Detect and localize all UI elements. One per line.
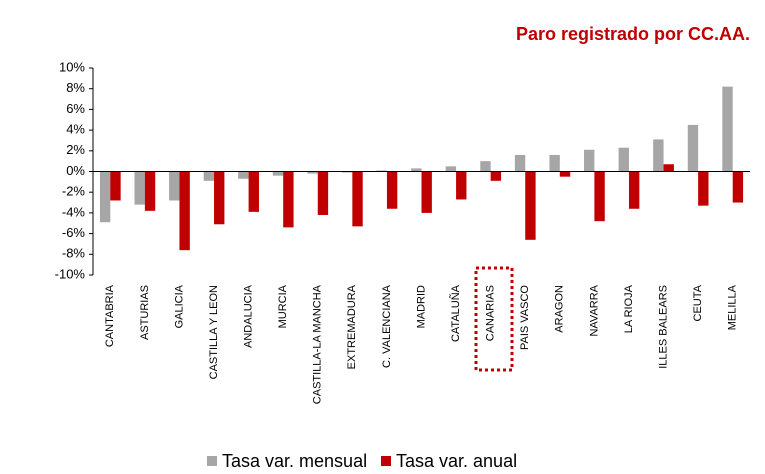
bar [456,171,467,200]
bar [584,149,595,172]
x-tick-label: C. VALENCIANA [381,284,393,368]
bar [214,171,225,225]
bar [272,171,284,176]
bar [421,171,432,213]
bar [352,171,363,227]
bar [341,171,353,173]
bar [687,124,699,172]
bar [248,171,259,212]
bar [386,171,398,209]
bar [203,171,215,181]
x-tick-label: MADRID [415,285,427,328]
bar [134,171,145,205]
bar [663,164,674,172]
chart-title: Paro registrado por CC.AA. [516,24,750,44]
bar [594,171,605,222]
x-tick-label: PAIS VASCO [519,285,531,350]
y-tick-label: -8% [62,246,86,261]
y-tick-label: 10% [59,59,85,74]
bar [653,139,664,172]
bar [698,171,709,206]
x-tick-label: NAVARRA [588,284,600,336]
y-tick-label: -10% [55,266,86,281]
x-tick-label: LA RIOJA [623,284,635,333]
x-tick-label: CASTILLA-LA MANCHA [312,284,324,404]
bar [238,171,249,179]
bar [283,171,294,228]
x-tick-label: MURCIA [277,284,289,328]
bar [110,171,121,201]
bar [307,171,318,174]
bar [514,154,526,172]
bar [317,171,329,215]
bar [376,170,387,172]
y-tick-label: -6% [62,225,86,240]
bar [628,171,640,209]
legend-label: Tasa var. anual [396,451,517,471]
x-tick-label: ASTURIAS [139,285,151,340]
x-tick-label: ILLES BALEARS [657,285,669,369]
x-tick-label: ANDALUCIA [243,284,255,348]
y-tick-label: 0% [66,163,85,178]
bar [411,168,422,172]
x-tick-label: CANTABRIA [104,284,116,347]
x-tick-label: GALICIA [173,284,185,328]
y-tick-label: 2% [66,142,85,157]
bar [169,171,180,201]
bar [179,171,190,251]
bar [618,147,629,172]
legend-label: Tasa var. mensual [222,451,367,471]
y-tick-label: 8% [66,80,85,95]
bar [525,171,536,240]
x-tick-label: CEUTA [692,284,704,321]
bar [732,171,744,203]
highlight-box [474,266,514,372]
bar [445,166,457,172]
bar [480,161,491,172]
x-tick-label: CANARIAS [485,285,497,341]
bar [490,171,502,181]
y-tick-label: -2% [62,184,86,199]
legend-swatch [381,456,391,466]
bar [144,171,156,211]
x-tick-label: MELILLA [727,284,739,330]
bar [99,171,111,223]
x-tick-label: CASTILLA Y LEON [208,285,220,379]
y-tick-label: 4% [66,122,85,137]
y-tick-label: 6% [66,101,85,116]
bar [559,171,571,177]
bar [722,86,733,172]
x-tick-label: EXTREMADURA [346,284,358,369]
bar [549,154,560,172]
x-tick-label: ARAGON [554,285,566,333]
x-tick-label: CATALUÑA [449,284,462,342]
legend-swatch [207,456,217,466]
y-tick-label: -4% [62,204,86,219]
